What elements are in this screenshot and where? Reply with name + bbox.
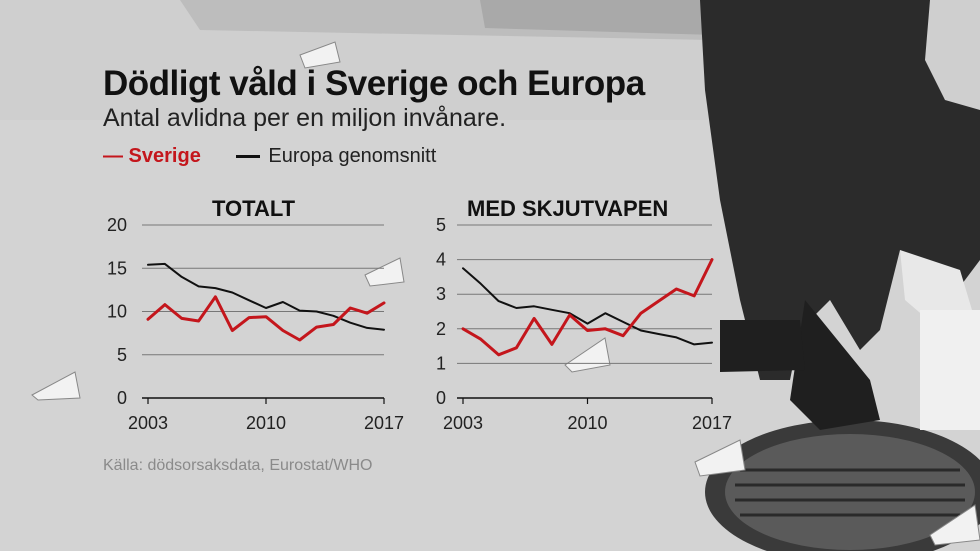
- chart-subtitle: Antal avlidna per en miljon invånare.: [103, 104, 507, 132]
- chart-title-totalt: TOTALT: [212, 196, 296, 221]
- y-tick-label: 2: [436, 319, 446, 339]
- y-tick-label: 4: [436, 250, 446, 270]
- legend: — Sverige Europa genomsnitt: [103, 145, 466, 168]
- series-line-sverige: [146, 295, 386, 342]
- source-note: Källa: dödsorsaksdata, Eurostat/WHO: [103, 457, 373, 474]
- chart-title-skjutvapen: MED SKJUTVAPEN: [467, 196, 669, 221]
- x-tick-label: 2003: [128, 413, 168, 433]
- series-line-europa: [147, 262, 385, 331]
- y-tick-label: 5: [117, 345, 127, 365]
- series-line-europa: [462, 267, 713, 346]
- y-tick-label: 20: [107, 215, 127, 235]
- x-tick-label: 2010: [246, 413, 286, 433]
- y-tick-label: 3: [436, 284, 446, 304]
- series-line-sverige: [461, 258, 714, 357]
- y-tick-label: 10: [107, 302, 127, 322]
- legend-swatch-europa: [236, 155, 261, 159]
- legend-item-sverige: — Sverige: [103, 145, 201, 167]
- legend-item-europa: Europa genomsnitt: [236, 145, 436, 168]
- chart-main-title: Dödligt våld i Sverige och Europa: [103, 64, 645, 103]
- y-tick-label: 0: [117, 388, 127, 408]
- y-tick-label: 0: [436, 388, 446, 408]
- legend-label-europa: Europa genomsnitt: [268, 145, 437, 167]
- x-tick-label: 2010: [567, 413, 607, 433]
- x-tick-label: 2017: [364, 413, 404, 433]
- y-tick-label: 5: [436, 215, 446, 235]
- x-tick-label: 2003: [443, 413, 483, 433]
- y-tick-label: 1: [436, 353, 446, 373]
- y-tick-label: 15: [107, 258, 127, 278]
- x-tick-label: 2017: [692, 413, 732, 433]
